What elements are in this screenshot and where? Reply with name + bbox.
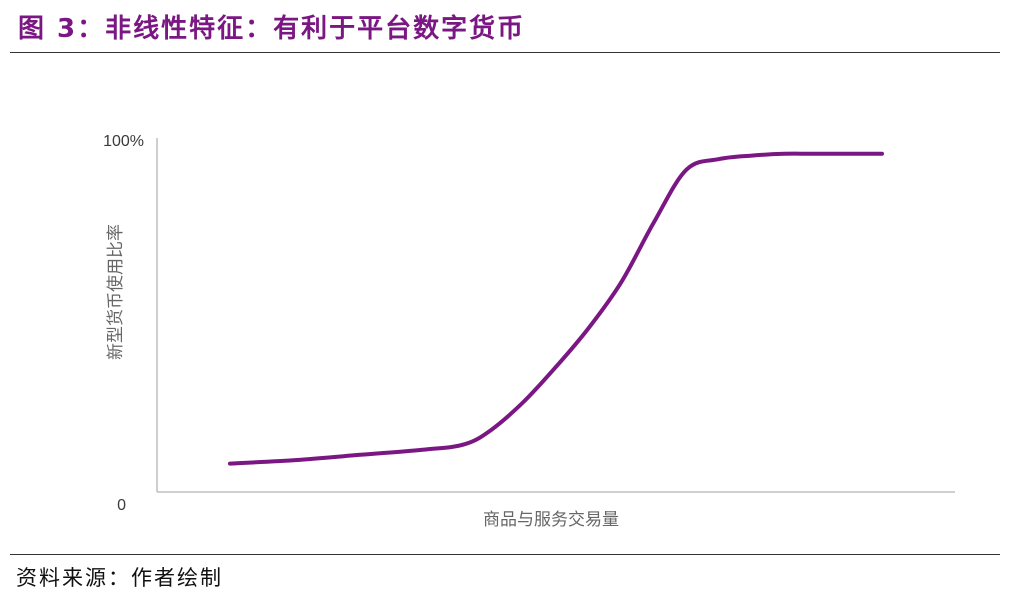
series-line <box>228 151 884 466</box>
figure-title: 图 3：非线性特征：有利于平台数字货币 <box>18 14 526 44</box>
top-divider <box>10 52 1000 53</box>
y-axis-label: 新型货币使用比率 <box>105 224 126 360</box>
y-tick-label-min: 0 <box>117 497 126 514</box>
source-note: 资料来源：作者绘制 <box>16 566 223 590</box>
bottom-divider <box>10 554 1000 555</box>
y-tick-label-max: 100% <box>103 133 144 150</box>
x-axis-label: 商品与服务交易量 <box>483 510 619 530</box>
